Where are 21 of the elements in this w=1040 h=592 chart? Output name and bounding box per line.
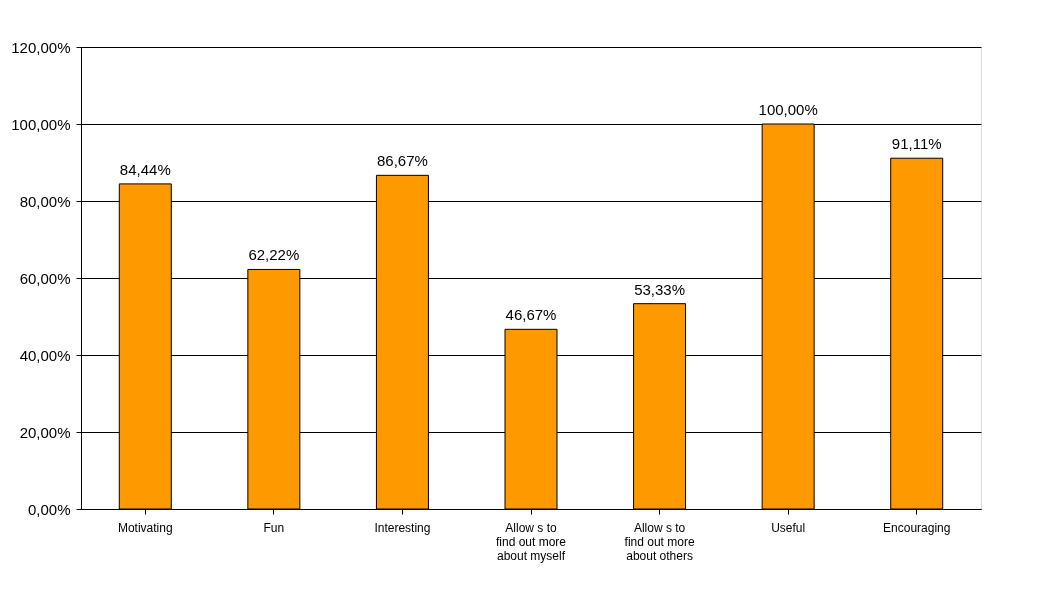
x-tick-label: Allow s to find out more about others <box>624 520 695 563</box>
x-tick-label: Fun <box>263 520 285 535</box>
y-tick-label: 0,00% <box>27 500 71 518</box>
data-label: 84,44% <box>119 160 171 178</box>
data-label: 62,22% <box>248 246 300 264</box>
data-label: 91,11% <box>891 135 942 153</box>
y-tick-label: 120,00% <box>11 38 71 56</box>
x-tick-label: Encouraging <box>883 520 951 535</box>
y-tick-label: 100,00% <box>11 115 71 133</box>
data-label: 46,67% <box>505 306 557 324</box>
x-tick-label: Motivating <box>117 520 173 535</box>
x-tick-label: Interesting <box>374 520 431 535</box>
y-tick-label: 60,00% <box>19 269 71 287</box>
y-tick-label: 80,00% <box>19 192 71 210</box>
y-tick-label: 40,00% <box>19 346 71 364</box>
data-label: 86,67% <box>376 152 428 170</box>
x-tick-label: Useful <box>771 520 806 535</box>
data-label: 53,33% <box>634 280 686 298</box>
y-tick-label: 20,00% <box>19 423 71 441</box>
x-tick-label: Allow s to find out more about myself <box>495 520 567 563</box>
data-label: 100,00% <box>758 101 818 118</box>
